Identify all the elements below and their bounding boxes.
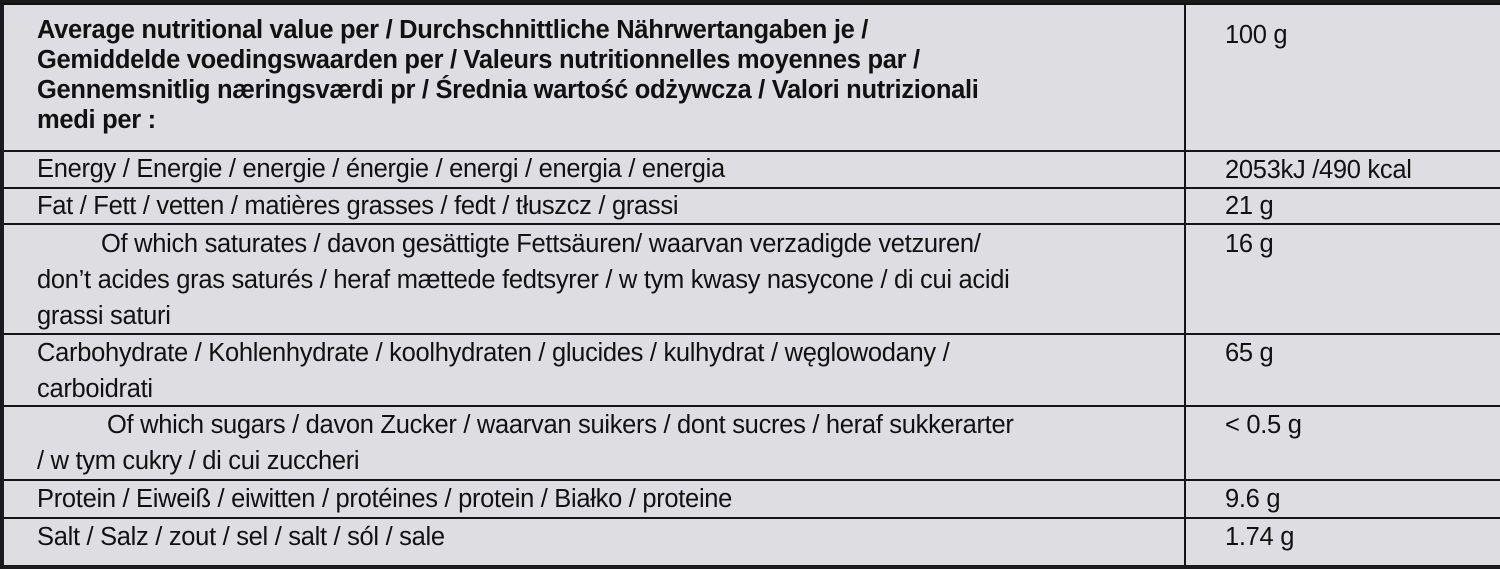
row-value: 1.74 g	[1225, 523, 1295, 551]
row-line: Energy / Energie / energie / énergie / e…	[37, 155, 725, 183]
table-row-energy: Energy / Energie / energie / énergie / e…	[4, 152, 1500, 189]
row-line: Of which sugars / davon Zucker / waarvan…	[107, 411, 1014, 439]
table-row-carbohydrate: Carbohydrate / Kohlenhydrate / koolhydra…	[4, 335, 1500, 407]
row-line: Carbohydrate / Kohlenhydrate / koolhydra…	[37, 339, 950, 367]
table-row-sugars: Of which sugars / davon Zucker / waarvan…	[4, 407, 1500, 481]
table-row-fat: Fat / Fett / vetten / matières grasses /…	[4, 189, 1500, 225]
row-label: Carbohydrate / Kohlenhydrate / koolhydra…	[37, 335, 1177, 407]
row-value: 16 g	[1225, 230, 1274, 258]
nutrition-table: Average nutritional value per / Durchsch…	[2, 3, 1500, 565]
row-label: Fat / Fett / vetten / matières grasses /…	[37, 188, 1177, 224]
row-label: Of which sugars / davon Zucker / waarvan…	[37, 407, 1177, 479]
table-row-saturates: Of which saturates / davon gesättigte Fe…	[4, 225, 1500, 335]
row-value: 9.6 g	[1225, 485, 1281, 513]
table-row-salt: Salt / Salz / zout / sel / salt / sól / …	[4, 519, 1500, 569]
header-line: medi per :	[37, 106, 156, 134]
row-line: / w tym cukry / di cui zuccheri	[37, 447, 360, 475]
row-value: < 0.5 g	[1225, 411, 1302, 439]
column-divider	[1184, 5, 1186, 565]
row-label: Of which saturates / davon gesättigte Fe…	[37, 226, 1177, 334]
header-value: 100 g	[1225, 21, 1288, 49]
row-line: don’t acides gras saturés / heraf mætted…	[37, 266, 1010, 294]
row-label: Energy / Energie / energie / énergie / e…	[37, 151, 1177, 187]
row-line: grassi saturi	[37, 302, 171, 330]
row-line: carboidrati	[37, 375, 153, 403]
row-value: 2053kJ /490 kcal	[1225, 156, 1412, 184]
header-line: Average nutritional value per / Durchsch…	[37, 16, 869, 44]
table-row-protein: Protein / Eiweiß / eiwitten / protéines …	[4, 481, 1500, 519]
header-line: Gennemsnitlig næringsværdi pr / Średnia …	[37, 76, 979, 104]
row-line: Fat / Fett / vetten / matières grasses /…	[37, 192, 679, 220]
row-value: 65 g	[1225, 339, 1274, 367]
row-line: Salt / Salz / zout / sel / salt / sól / …	[37, 523, 445, 551]
row-label: Protein / Eiweiß / eiwitten / protéines …	[37, 481, 1177, 517]
header-line: Gemiddelde voedingswaarden per / Valeurs…	[37, 46, 920, 74]
table-header-row: Average nutritional value per / Durchsch…	[4, 5, 1500, 152]
header-label: Average nutritional value per / Durchsch…	[37, 15, 1177, 135]
row-label: Salt / Salz / zout / sel / salt / sól / …	[37, 519, 1177, 555]
row-line: Protein / Eiweiß / eiwitten / protéines …	[37, 485, 733, 513]
row-value: 21 g	[1225, 192, 1274, 220]
row-line: Of which saturates / davon gesättigte Fe…	[101, 230, 981, 258]
